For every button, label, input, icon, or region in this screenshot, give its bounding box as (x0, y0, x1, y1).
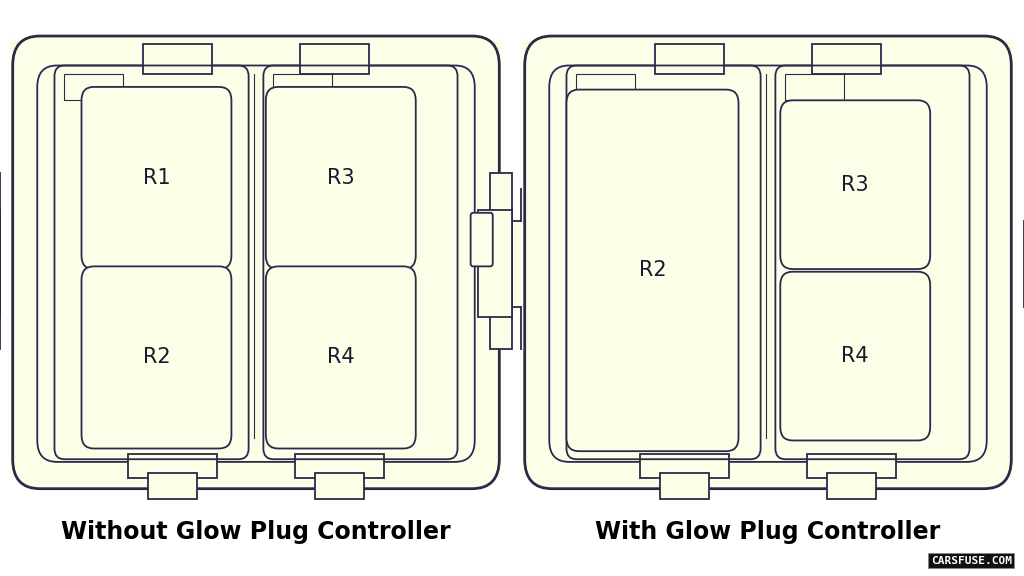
FancyBboxPatch shape (12, 36, 500, 488)
Bar (521, 189, 549, 350)
Text: Without Glow Plug Controller: Without Glow Plug Controller (61, 520, 451, 544)
FancyBboxPatch shape (549, 66, 987, 462)
Bar (807, 454, 896, 478)
FancyBboxPatch shape (566, 90, 738, 451)
FancyBboxPatch shape (37, 66, 475, 462)
FancyBboxPatch shape (82, 266, 231, 449)
Bar (273, 74, 332, 100)
Text: R4: R4 (327, 347, 354, 367)
FancyBboxPatch shape (10, 39, 502, 478)
Text: R2: R2 (142, 347, 170, 367)
Text: CARSFUSE.COM: CARSFUSE.COM (931, 556, 1012, 566)
Bar (512, 221, 546, 306)
Bar (147, 472, 197, 499)
Text: R3: R3 (327, 168, 354, 188)
FancyBboxPatch shape (780, 272, 930, 441)
FancyBboxPatch shape (522, 39, 1014, 478)
Bar (143, 44, 212, 74)
Text: With Glow Plug Controller: With Glow Plug Controller (595, 520, 941, 544)
Text: R2: R2 (639, 260, 667, 281)
Text: R4: R4 (842, 346, 869, 366)
FancyBboxPatch shape (471, 213, 493, 266)
Bar (315, 472, 365, 499)
Bar (577, 74, 635, 100)
Bar (827, 472, 877, 499)
Bar (300, 44, 369, 74)
Bar (659, 472, 709, 499)
Bar (128, 454, 217, 478)
Bar (655, 44, 724, 74)
Bar (490, 173, 512, 350)
FancyBboxPatch shape (266, 87, 416, 269)
Bar (534, 226, 549, 274)
FancyBboxPatch shape (524, 36, 1012, 488)
FancyBboxPatch shape (266, 266, 416, 449)
FancyBboxPatch shape (82, 87, 231, 269)
Bar (295, 454, 384, 478)
Text: R1: R1 (142, 168, 170, 188)
Bar (478, 210, 512, 317)
Bar (812, 44, 881, 74)
Bar (65, 74, 123, 100)
Bar (640, 454, 729, 478)
FancyBboxPatch shape (780, 100, 930, 269)
Bar (785, 74, 844, 100)
Text: R3: R3 (842, 175, 869, 195)
